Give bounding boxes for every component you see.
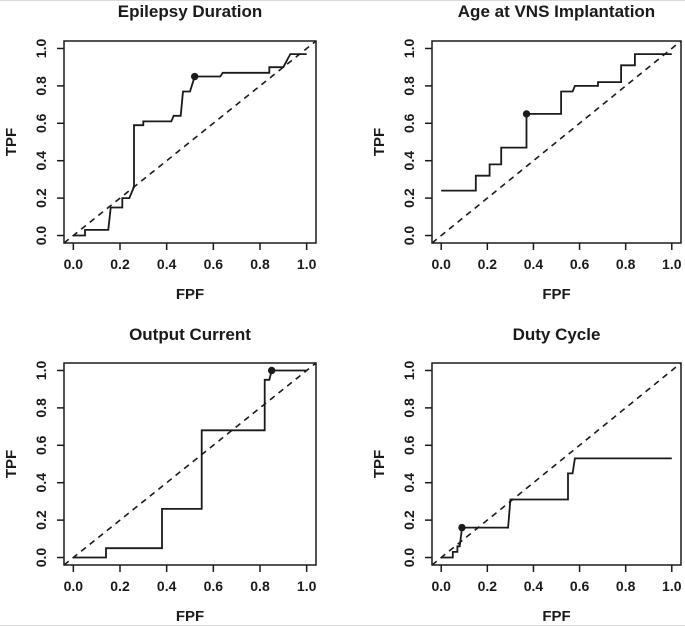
x-tick-label: 0.4 — [157, 578, 177, 594]
roc-panel-output-current: 0.0 0.2 0.4 0.6 0.8 1.0 0.0 0.2 0.4 0.6 0.8 1.0 Out… — [0, 314, 342, 627]
y-tick-label: 1.0 — [401, 39, 417, 59]
roc-panel-duty-cycle: 0.0 0.2 0.4 0.6 0.8 1.0 0.0 0.2 0.4 0.6 0.8 1.0 Dut… — [342, 314, 685, 627]
x-tick-label: 0.6 — [570, 256, 590, 272]
y-tick-label: 0.0 — [33, 548, 49, 568]
chance-diagonal-line — [63, 40, 317, 244]
roc-plot-duty-cycle: 0.0 0.2 0.4 0.6 0.8 1.0 0.0 0.2 0.4 0.6 0.8 1.0 Dut… — [371, 325, 682, 625]
x-tick-label: 0.0 — [431, 578, 451, 594]
plot-area: 0.0 0.2 0.4 0.6 0.8 1.0 0.0 0.2 0.4 0.6 0.8 1.0 — [401, 39, 682, 272]
roc-curve — [73, 53, 307, 237]
y-tick-label: 0.6 — [401, 113, 417, 133]
x-tick-label: 0.2 — [110, 578, 130, 594]
x-axis-label: FPF — [542, 286, 570, 303]
x-axis-label: FPF — [542, 608, 570, 625]
x-tick-label: 0.6 — [204, 256, 224, 272]
y-tick-label: 0.6 — [33, 435, 49, 455]
plot-box — [63, 40, 317, 244]
panel-title: Epilepsy Duration — [118, 2, 263, 21]
x-axis-label: FPF — [176, 608, 204, 625]
y-tick-label: 0.0 — [401, 226, 417, 246]
y-axis-label: TPF — [3, 450, 20, 478]
y-tick-label: 0.4 — [401, 151, 417, 171]
roc-plot-age-at-vns-implantation: 0.0 0.2 0.4 0.6 0.8 1.0 0.0 0.2 0.4 0.6 0.8 1.0 Age… — [371, 2, 682, 303]
y-tick-label: 0.4 — [33, 151, 49, 171]
y-tick-label: 0.2 — [401, 510, 417, 530]
x-tick-label: 0.6 — [204, 578, 224, 594]
x-tick-label: 0.2 — [478, 256, 498, 272]
roc-curve — [441, 53, 672, 192]
operating-point-marker — [190, 72, 199, 81]
roc-curve — [441, 457, 672, 559]
roc-plot-output-current: 0.0 0.2 0.4 0.6 0.8 1.0 0.0 0.2 0.4 0.6 0.8 1.0 Out… — [3, 325, 317, 625]
x-tick-label: 0.8 — [616, 578, 636, 594]
x-tick-label: 0.8 — [250, 578, 270, 594]
y-tick-label: 0.8 — [401, 398, 417, 418]
y-tick-label: 0.6 — [401, 435, 417, 455]
y-axis-label: TPF — [3, 128, 20, 156]
y-tick-label: 1.0 — [401, 361, 417, 381]
chance-diagonal-line — [431, 40, 682, 244]
operating-point-marker — [522, 110, 531, 118]
y-tick-label: 1.0 — [33, 361, 49, 381]
roc-curve — [73, 369, 307, 559]
y-axis-label: TPF — [371, 128, 388, 156]
x-tick-label: 0.2 — [110, 256, 130, 272]
x-tick-label: 0.0 — [64, 578, 84, 594]
x-tick-label: 0.8 — [250, 256, 270, 272]
x-tick-label: 0.4 — [524, 578, 544, 594]
chance-diagonal-line — [431, 362, 682, 566]
plot-area: 0.0 0.2 0.4 0.6 0.8 1.0 0.0 0.2 0.4 0.6 0.8 1.0 — [401, 361, 682, 594]
roc-panel-epilepsy-duration: 0.0 0.2 0.4 0.6 0.8 1.0 0.0 0.2 0.4 0.6 0.8 1.0 Epi… — [0, 1, 342, 314]
operating-point-marker — [267, 366, 276, 375]
y-tick-label: 0.4 — [401, 473, 417, 493]
x-tick-label: 0.0 — [64, 256, 84, 272]
x-tick-label: 1.0 — [662, 578, 682, 594]
y-tick-label: 0.2 — [33, 510, 49, 530]
y-tick-label: 0.8 — [401, 76, 417, 96]
panel-title: Age at VNS Implantation — [458, 2, 655, 21]
panel-title: Duty Cycle — [513, 325, 601, 344]
roc-plot-epilepsy-duration: 0.0 0.2 0.4 0.6 0.8 1.0 0.0 0.2 0.4 0.6 0.8 1.0 Epi… — [3, 2, 317, 303]
x-tick-label: 0.4 — [157, 256, 177, 272]
panel-title: Output Current — [129, 325, 251, 344]
y-axis-label: TPF — [371, 450, 388, 478]
y-tick-label: 0.0 — [401, 548, 417, 568]
x-tick-label: 0.6 — [570, 578, 590, 594]
x-tick-label: 0.2 — [478, 578, 498, 594]
x-tick-label: 0.8 — [616, 256, 636, 272]
y-tick-label: 0.4 — [33, 473, 49, 493]
x-tick-label: 1.0 — [297, 256, 317, 272]
y-tick-label: 1.0 — [33, 39, 49, 59]
y-tick-label: 0.2 — [33, 188, 49, 208]
plot-area: 0.0 0.2 0.4 0.6 0.8 1.0 0.0 0.2 0.4 0.6 0.8 1.0 — [33, 361, 317, 594]
chance-diagonal-line — [63, 362, 317, 566]
x-tick-label: 1.0 — [662, 256, 682, 272]
y-tick-label: 0.6 — [33, 113, 49, 133]
roc-panel-age-at-vns-implantation: 0.0 0.2 0.4 0.6 0.8 1.0 0.0 0.2 0.4 0.6 0.8 1.0 Age… — [342, 1, 685, 314]
y-tick-label: 0.0 — [33, 226, 49, 246]
y-tick-label: 0.8 — [33, 398, 49, 418]
y-tick-label: 0.2 — [401, 188, 417, 208]
plot-box — [431, 362, 682, 566]
y-tick-label: 0.8 — [33, 76, 49, 96]
plot-area: 0.0 0.2 0.4 0.6 0.8 1.0 0.0 0.2 0.4 0.6 0.8 1.0 — [33, 39, 317, 272]
x-tick-label: 1.0 — [297, 578, 317, 594]
operating-point-marker — [458, 523, 466, 532]
plot-box — [63, 362, 317, 566]
x-axis-label: FPF — [176, 286, 204, 303]
x-tick-label: 0.4 — [524, 256, 544, 272]
x-tick-label: 0.0 — [431, 256, 451, 272]
plot-box — [431, 40, 682, 244]
